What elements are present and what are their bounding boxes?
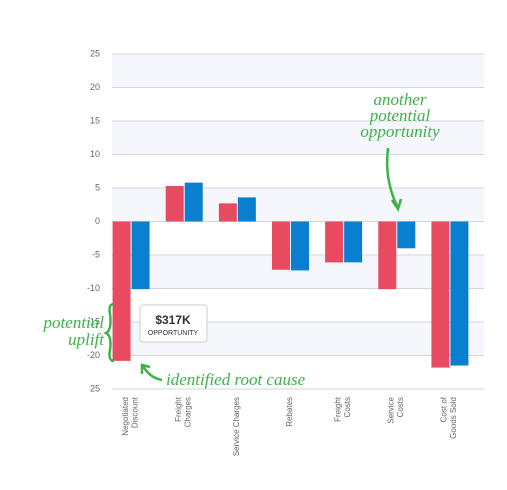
y-tick-label: -10 [87, 283, 100, 293]
bar [378, 221, 397, 290]
x-tick-label-line: Charges [184, 397, 193, 427]
annotation: uplift [68, 330, 105, 349]
x-tick-label: NegotiatedDiscount [121, 396, 140, 435]
bar [431, 221, 450, 368]
x-tick-label-line: Discount [130, 396, 139, 428]
grid-band [112, 121, 484, 155]
y-tick-label: 0 [95, 216, 100, 226]
bar [272, 221, 290, 270]
bar [450, 221, 469, 366]
tooltip-box [139, 304, 208, 343]
x-tick-label-line: Costs [343, 397, 352, 417]
annotation: identified root cause [166, 370, 306, 389]
x-tick-label-line: Service Charges [232, 397, 241, 456]
arrow [140, 363, 163, 382]
x-tick-label-line: Service [387, 396, 396, 423]
bar [397, 221, 416, 249]
y-tick-label: -5 [92, 249, 100, 259]
x-tick-label: Cost ofGoods Sold [440, 396, 459, 439]
bar [291, 221, 309, 271]
x-tick-label-line: Freight [333, 396, 342, 422]
x-tick-label-line: Costs [396, 397, 405, 417]
y-tick-label: 25 [90, 383, 100, 393]
y-tick-label: -20 [87, 350, 100, 360]
annotation: potential [369, 106, 431, 125]
bar [218, 203, 237, 222]
y-tick-label: 15 [90, 115, 100, 125]
bar [131, 221, 150, 290]
y-tick-label: -15 [87, 316, 100, 326]
bar [325, 221, 344, 263]
x-tick-label-line: Freight [174, 396, 183, 422]
bar [237, 197, 256, 222]
arrow [385, 147, 403, 212]
x-tick-label-line: Rebates [285, 397, 294, 427]
y-tick-label: 10 [90, 149, 100, 159]
x-tick-label-line: Goods Sold [449, 397, 458, 439]
bar [344, 221, 363, 263]
tooltip-label: OPPORTUNITY [148, 330, 199, 337]
annotation: potential [43, 313, 105, 332]
x-tick-label-line: Negotiated [121, 397, 130, 436]
x-tick-label: Rebates [285, 397, 294, 427]
x-tick-label: ServiceCosts [387, 396, 406, 423]
bar [184, 182, 203, 222]
y-tick-label: 20 [90, 82, 100, 92]
grid-band [112, 54, 484, 88]
y-tick-label: 25 [90, 48, 100, 58]
bar [165, 185, 184, 222]
annotation: another [374, 90, 427, 109]
x-tick-label-line: Cost of [440, 396, 449, 422]
bar [112, 221, 131, 361]
x-tick-label: FreightCharges [174, 396, 193, 427]
brace [103, 302, 115, 363]
x-tick-label: FreightCosts [333, 396, 352, 422]
y-tick-label: 5 [95, 182, 100, 192]
annotation: opportunity [360, 122, 440, 141]
tooltip: $317K OPPORTUNITY [139, 304, 208, 343]
x-tick-label: Service Charges [232, 397, 241, 456]
tooltip-value: $317K [155, 313, 191, 327]
